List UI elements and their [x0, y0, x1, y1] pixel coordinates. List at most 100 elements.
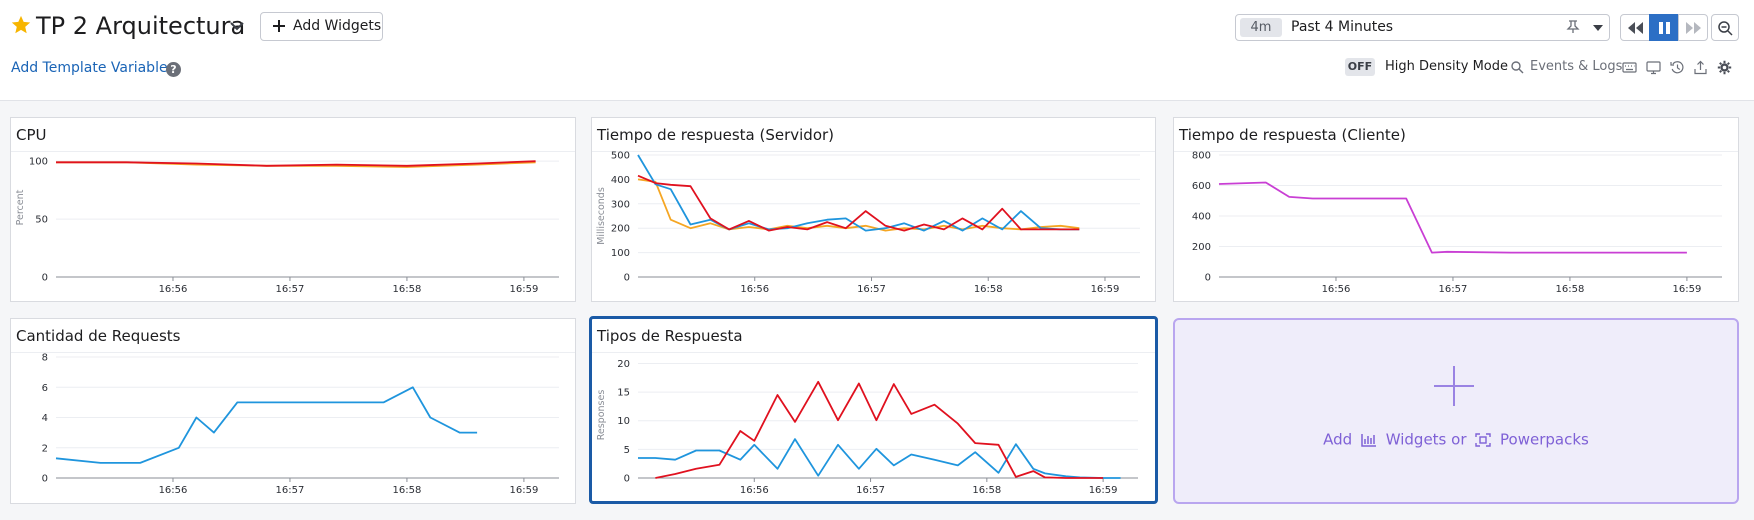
keyboard-icon[interactable] — [1622, 60, 1637, 75]
request-count-chart[interactable]: 0 2 4 6 8 16:56 16:57 16:58 16:59 — [11, 319, 577, 505]
series-line — [637, 174, 1080, 232]
y-axis-label: Percent — [15, 189, 26, 225]
widget-title: Tiempo de respuesta (Servidor) — [597, 126, 835, 144]
x-tick-label: 16:56 — [159, 485, 188, 496]
y-tick-label: 500 — [611, 151, 630, 162]
time-range-badge: 4m — [1240, 18, 1282, 37]
x-tick-label: 16:59 — [1091, 284, 1120, 295]
fast-forward-button[interactable] — [1678, 14, 1708, 41]
widget-divider — [11, 151, 575, 152]
widgets-link[interactable]: Widgets or — [1385, 430, 1467, 449]
y-tick-label: 200 — [1192, 242, 1211, 253]
zoom-out-icon — [1718, 21, 1733, 36]
x-tick-label: 16:56 — [740, 284, 769, 295]
series-line — [637, 178, 1080, 232]
x-tick-label: 16:58 — [974, 284, 1003, 295]
x-tick-label: 16:59 — [1672, 284, 1701, 295]
widget-client-response-time[interactable]: Tiempo de respuesta (Cliente) 0 200 400 600… — [1173, 117, 1739, 302]
series-line — [1218, 181, 1687, 254]
add-widgets-label: Add Widgets — [293, 18, 382, 34]
x-tick-label: 16:57 — [857, 284, 886, 295]
widget-response-types[interactable]: Tipos de Respuesta 0 5 10 15 20 16:56 16:57 16:… — [589, 316, 1158, 504]
x-tick-label: 16:57 — [276, 284, 305, 295]
pause-icon — [1659, 22, 1670, 34]
y-tick-label: 600 — [1192, 181, 1211, 192]
server-response-chart[interactable]: 0 100 200 300 400 500 16:56 16:57 16:58 16:59 Mill… — [592, 118, 1157, 303]
tv-mode-icon[interactable] — [1646, 60, 1661, 75]
high-density-label: High Density Mode — [1385, 59, 1508, 74]
cpu-chart[interactable]: 0 50 100 16:56 16:57 16:58 16:59 Percent — [11, 118, 577, 303]
y-tick-label: 6 — [42, 383, 48, 394]
pause-button[interactable] — [1649, 14, 1679, 41]
y-tick-label: 800 — [1192, 151, 1211, 162]
x-tick-label: 16:58 — [393, 284, 422, 295]
add-template-variables-link[interactable]: Add Template Variables — [11, 60, 175, 76]
x-tick-label: 16:57 — [276, 485, 305, 496]
x-tick-label: 16:59 — [1089, 485, 1118, 496]
widget-title: Tipos de Respuesta — [597, 327, 743, 345]
playback-controls — [1620, 14, 1710, 41]
gear-icon[interactable] — [1717, 60, 1732, 75]
series-line — [55, 386, 478, 464]
high-density-toggle[interactable]: OFF — [1345, 58, 1375, 76]
time-range-label: Past 4 Minutes — [1291, 19, 1394, 35]
widget-server-response-time[interactable]: Tiempo de respuesta (Servidor) 0 100 200 30… — [591, 117, 1156, 302]
powerpacks-link[interactable]: Powerpacks — [1500, 430, 1589, 449]
fast-forward-icon — [1686, 22, 1701, 34]
zoom-out-button[interactable] — [1711, 14, 1739, 41]
plus-icon — [273, 20, 285, 32]
response-types-chart[interactable]: 0 5 10 15 20 16:56 16:57 16:58 16:59 Responses — [592, 319, 1155, 501]
x-tick-label: 16:57 — [856, 485, 885, 496]
dashboard-header: TP 2 Arquitectura Add Widgets Add Templa… — [0, 0, 1754, 101]
widget-chart-icon — [1361, 433, 1376, 447]
events-logs-button[interactable]: Events & Logs — [1530, 59, 1623, 74]
widget-cpu[interactable]: CPU 0 50 100 16:56 16:57 16:58 16:59 Percent — [10, 117, 576, 302]
y-tick-label: 0 — [42, 474, 48, 485]
y-tick-label: 200 — [611, 224, 630, 235]
series-line — [637, 154, 1080, 232]
favorite-star-icon[interactable] — [10, 14, 32, 36]
y-tick-label: 50 — [35, 215, 48, 226]
y-tick-label: 400 — [611, 175, 630, 186]
time-range-selector[interactable]: 4m Past 4 Minutes — [1235, 14, 1610, 41]
rewind-icon — [1628, 22, 1643, 34]
x-tick-label: 16:58 — [1556, 284, 1585, 295]
x-tick-label: 16:56 — [1322, 284, 1351, 295]
y-tick-label: 0 — [624, 273, 630, 284]
series-line — [655, 380, 1104, 479]
x-tick-label: 16:57 — [1439, 284, 1468, 295]
y-axis-label: Milliseconds — [596, 187, 607, 245]
widget-title: Tiempo de respuesta (Cliente) — [1179, 126, 1406, 144]
y-tick-label: 0 — [1205, 273, 1211, 284]
pin-icon[interactable] — [1566, 20, 1580, 34]
y-tick-label: 0 — [624, 474, 630, 485]
chevron-down-icon[interactable] — [228, 17, 246, 35]
add-widgets-button[interactable]: Add Widgets — [260, 12, 383, 41]
help-icon[interactable]: ? — [166, 62, 181, 77]
widget-request-count[interactable]: Cantidad de Requests 0 2 4 6 8 16:56 16:57 16:5… — [10, 318, 576, 504]
widget-title: Cantidad de Requests — [16, 327, 181, 345]
x-tick-label: 16:59 — [509, 485, 538, 496]
y-tick-label: 20 — [617, 359, 630, 370]
y-tick-label: 5 — [624, 445, 630, 456]
search-icon[interactable] — [1511, 61, 1524, 74]
add-widgets-placeholder[interactable]: Add Widgets or Powerpacks — [1173, 318, 1739, 504]
x-tick-label: 16:58 — [972, 485, 1001, 496]
y-tick-label: 15 — [617, 388, 630, 399]
y-tick-label: 400 — [1192, 212, 1211, 223]
y-axis-label: Responses — [596, 390, 607, 441]
rewind-button[interactable] — [1620, 14, 1650, 41]
share-icon[interactable] — [1693, 60, 1708, 75]
x-tick-label: 16:56 — [740, 485, 769, 496]
y-tick-label: 100 — [29, 157, 48, 168]
add-widgets-or-powerpacks: Add Widgets or Powerpacks — [1175, 429, 1737, 450]
x-tick-label: 16:58 — [393, 485, 422, 496]
add-label: Add — [1323, 430, 1353, 449]
y-tick-label: 8 — [42, 353, 48, 364]
dashboard-title[interactable]: TP 2 Arquitectura — [36, 12, 246, 40]
caret-down-icon[interactable] — [1592, 23, 1604, 33]
client-response-chart[interactable]: 0 200 400 600 800 16:56 16:57 16:58 16:59 — [1174, 118, 1740, 303]
x-tick-label: 16:59 — [509, 284, 538, 295]
history-icon[interactable] — [1670, 60, 1685, 75]
y-tick-label: 100 — [611, 248, 630, 259]
